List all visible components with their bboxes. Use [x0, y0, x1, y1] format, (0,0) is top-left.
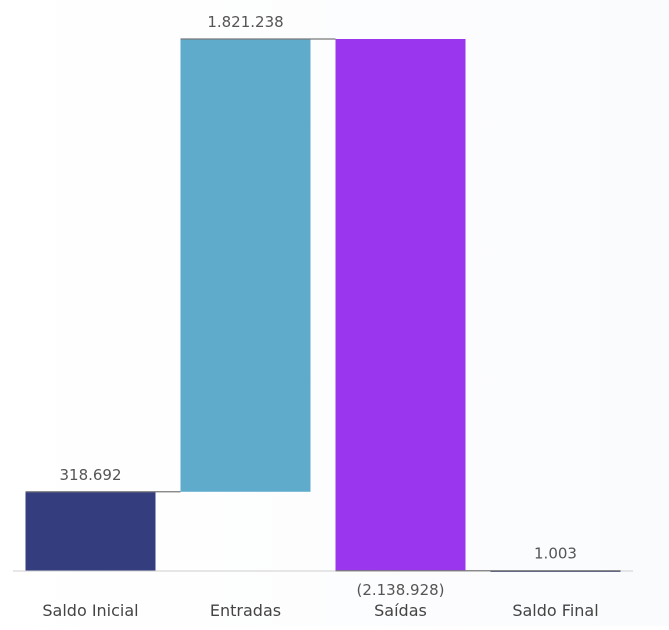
x-tick-label: Saldo Final: [512, 601, 598, 620]
x-tick-label: Entradas: [210, 601, 281, 620]
bars-layer: [25, 39, 621, 573]
x-tick-label: Saídas: [374, 601, 427, 620]
connectors-layer: [13, 38, 633, 572]
bar-entradas[interactable]: [180, 39, 311, 492]
data-label: 318.692: [59, 466, 121, 484]
bar-saldo-inicial[interactable]: [25, 491, 156, 571]
data-labels-layer: 318.692 1.821.238 (2.138.928) 1.003: [59, 13, 576, 599]
data-label: (2.138.928): [356, 581, 444, 599]
bar-sa-das[interactable]: [335, 39, 466, 571]
data-label: 1.003: [534, 545, 577, 563]
data-label: 1.821.238: [207, 13, 283, 31]
x-axis-tick-labels: Saldo Inicial Entradas Saídas Saldo Final: [42, 601, 598, 620]
x-tick-label: Saldo Inicial: [42, 601, 138, 620]
